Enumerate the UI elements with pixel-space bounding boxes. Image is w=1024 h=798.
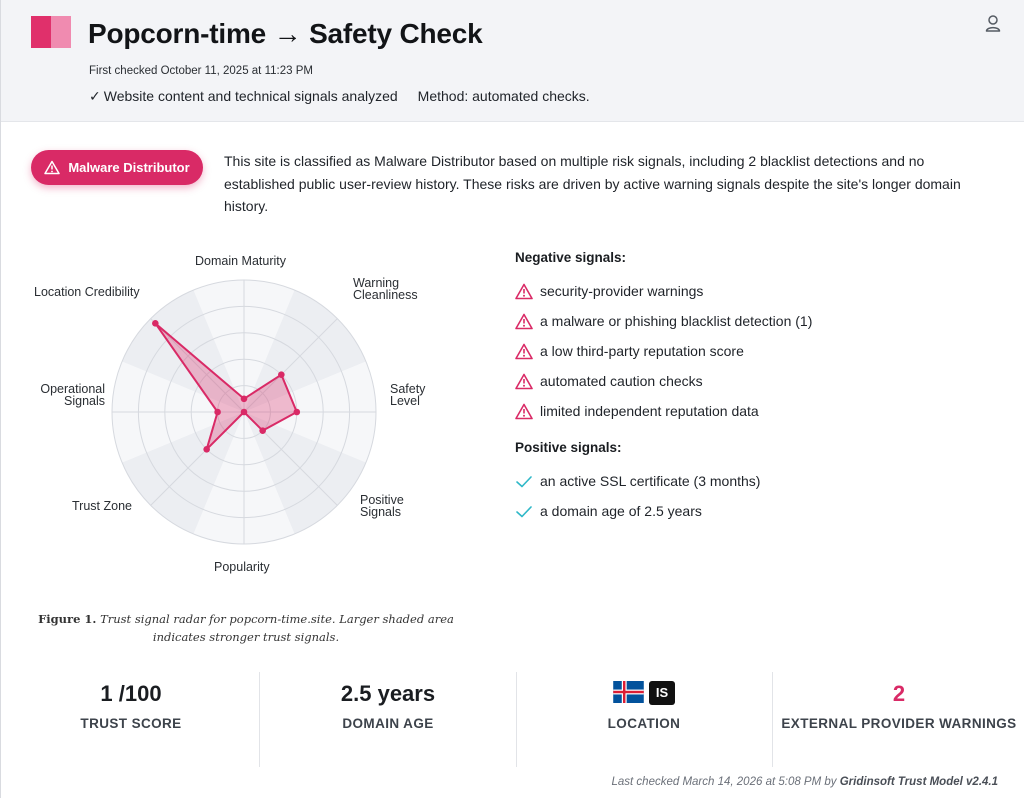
negative-signals-heading: Negative signals:	[515, 250, 627, 265]
axis-label-trust-zone: Trust Zone	[72, 499, 132, 513]
axis-label-domain-maturity: Domain Maturity	[195, 254, 286, 268]
last-checked-text: Last checked March 14, 2026 at 5:08 PM b…	[611, 776, 837, 788]
negative-signals-list: security-provider warnings a malware or p…	[515, 276, 995, 426]
radar-point	[259, 427, 266, 434]
first-checked-date: First checked October 11, 2025 at 11:23 …	[89, 65, 313, 77]
negative-signal-item: a malware or phishing blacklist detectio…	[515, 306, 995, 336]
radar-point	[293, 408, 301, 416]
radar-point	[240, 395, 248, 403]
axis-label-warning-cleanliness: Warning Cleanliness	[353, 276, 418, 302]
radar-svg	[111, 279, 377, 545]
user-icon[interactable]	[984, 14, 1002, 34]
page-subject: Safety Check	[309, 18, 483, 49]
negative-signal-text: security-provider warnings	[540, 283, 704, 299]
positive-signal-item: a domain age of 2.5 years	[515, 496, 995, 526]
signals-panel: Negative signals: security-provider warn…	[515, 250, 995, 526]
checkmark-icon	[515, 504, 540, 518]
radar-point	[152, 320, 159, 327]
stats-row: 1 /100 TRUST SCORE 2.5 years DOMAIN AGE …	[1, 672, 1024, 767]
check-icon: ✓	[89, 88, 101, 104]
site-name: Popcorn-time	[88, 18, 267, 49]
warning-triangle-icon	[515, 313, 540, 330]
axis-label-safety-level: Safety Level	[390, 382, 426, 408]
negative-signal-text: limited independent reputation data	[540, 403, 759, 419]
positive-signals-list: an active SSL certificate (3 months) a do…	[515, 466, 995, 526]
positive-signal-item: an active SSL certificate (3 months)	[515, 466, 995, 496]
warning-triangle-icon	[515, 283, 540, 300]
negative-signal-text: a malware or phishing blacklist detectio…	[540, 313, 813, 329]
radar-spoke	[150, 318, 245, 413]
negative-signal-item: limited independent reputation data	[515, 396, 995, 426]
trust-radar-chart: Domain Maturity Warning Cleanliness Safe…	[1, 240, 501, 590]
axis-label-location-credibility: Location Credibility	[34, 285, 140, 299]
stat-warnings: 2 EXTERNAL PROVIDER WARNINGS	[772, 672, 1024, 767]
radar-point	[203, 446, 210, 453]
location-flags: IS	[516, 681, 772, 705]
positive-signal-text: a domain age of 2.5 years	[540, 503, 702, 519]
page-header: Popcorn-time → Safety Check First checke…	[1, 0, 1024, 122]
stat-location: IS LOCATION	[516, 672, 773, 767]
positive-signals-heading: Positive signals:	[515, 440, 622, 455]
warning-triangle-icon	[44, 160, 61, 175]
radar-point	[240, 408, 248, 416]
negative-signal-text: a low third-party reputation score	[540, 343, 744, 359]
domain-age-value: 2.5 years	[340, 681, 436, 706]
warnings-label: EXTERNAL PROVIDER WARNINGS	[781, 716, 1017, 731]
iceland-flag-icon	[613, 681, 644, 703]
brand-logo	[31, 16, 71, 48]
negative-signal-item: a low third-party reputation score	[515, 336, 995, 366]
trust-score-label: TRUST SCORE	[80, 716, 182, 731]
location-label: LOCATION	[607, 716, 681, 731]
checkmark-icon	[515, 474, 540, 488]
negative-signal-item: security-provider warnings	[515, 276, 995, 306]
figure-caption: Figure 1. Trust signal radar for popcorn…	[31, 610, 461, 646]
arrow-icon: →	[273, 18, 302, 49]
positive-signal-text: an active SSL certificate (3 months)	[540, 473, 761, 489]
domain-age-label: DOMAIN AGE	[342, 716, 434, 731]
page-title: Popcorn-time → Safety Check	[88, 18, 483, 50]
axis-label-popularity: Popularity	[214, 560, 270, 574]
caption-label: Figure 1.	[38, 612, 97, 626]
last-checked-footer: Last checked March 14, 2026 at 5:08 PM b…	[612, 776, 999, 788]
verdict-badge[interactable]: Malware Distributor	[31, 150, 203, 185]
analysis-text: Website content and technical signals an…	[103, 88, 398, 104]
trust-model-name: Gridinsoft Trust Model v2.4.1	[839, 776, 998, 788]
trust-score-value: 1 /100	[100, 681, 162, 706]
verdict-summary: This site is classified as Malware Distr…	[224, 153, 961, 214]
verdict-label: Malware Distributor	[68, 160, 190, 175]
stat-trust-score: 1 /100 TRUST SCORE	[3, 672, 260, 767]
radar-spoke	[243, 318, 338, 413]
negative-signal-item: automated caution checks	[515, 366, 995, 396]
analysis-info: ✓ Website content and technical signals a…	[89, 88, 590, 105]
axis-label-operational-signals: Operational Signals	[40, 382, 105, 408]
warning-triangle-icon	[515, 373, 540, 390]
method-text: Method: automated checks.	[417, 88, 590, 104]
country-code-badge: IS	[649, 681, 675, 705]
warning-triangle-icon	[515, 403, 540, 420]
negative-signal-text: automated caution checks	[540, 373, 703, 389]
stat-domain-age: 2.5 years DOMAIN AGE	[260, 672, 517, 767]
warnings-value: 2	[892, 681, 906, 706]
caption-text: Trust signal radar for popcorn-time.site…	[100, 612, 454, 644]
axis-label-positive-signals: Positive Signals	[360, 493, 404, 519]
radar-point	[214, 408, 221, 416]
radar-point	[278, 371, 285, 378]
warning-triangle-icon	[515, 343, 540, 360]
